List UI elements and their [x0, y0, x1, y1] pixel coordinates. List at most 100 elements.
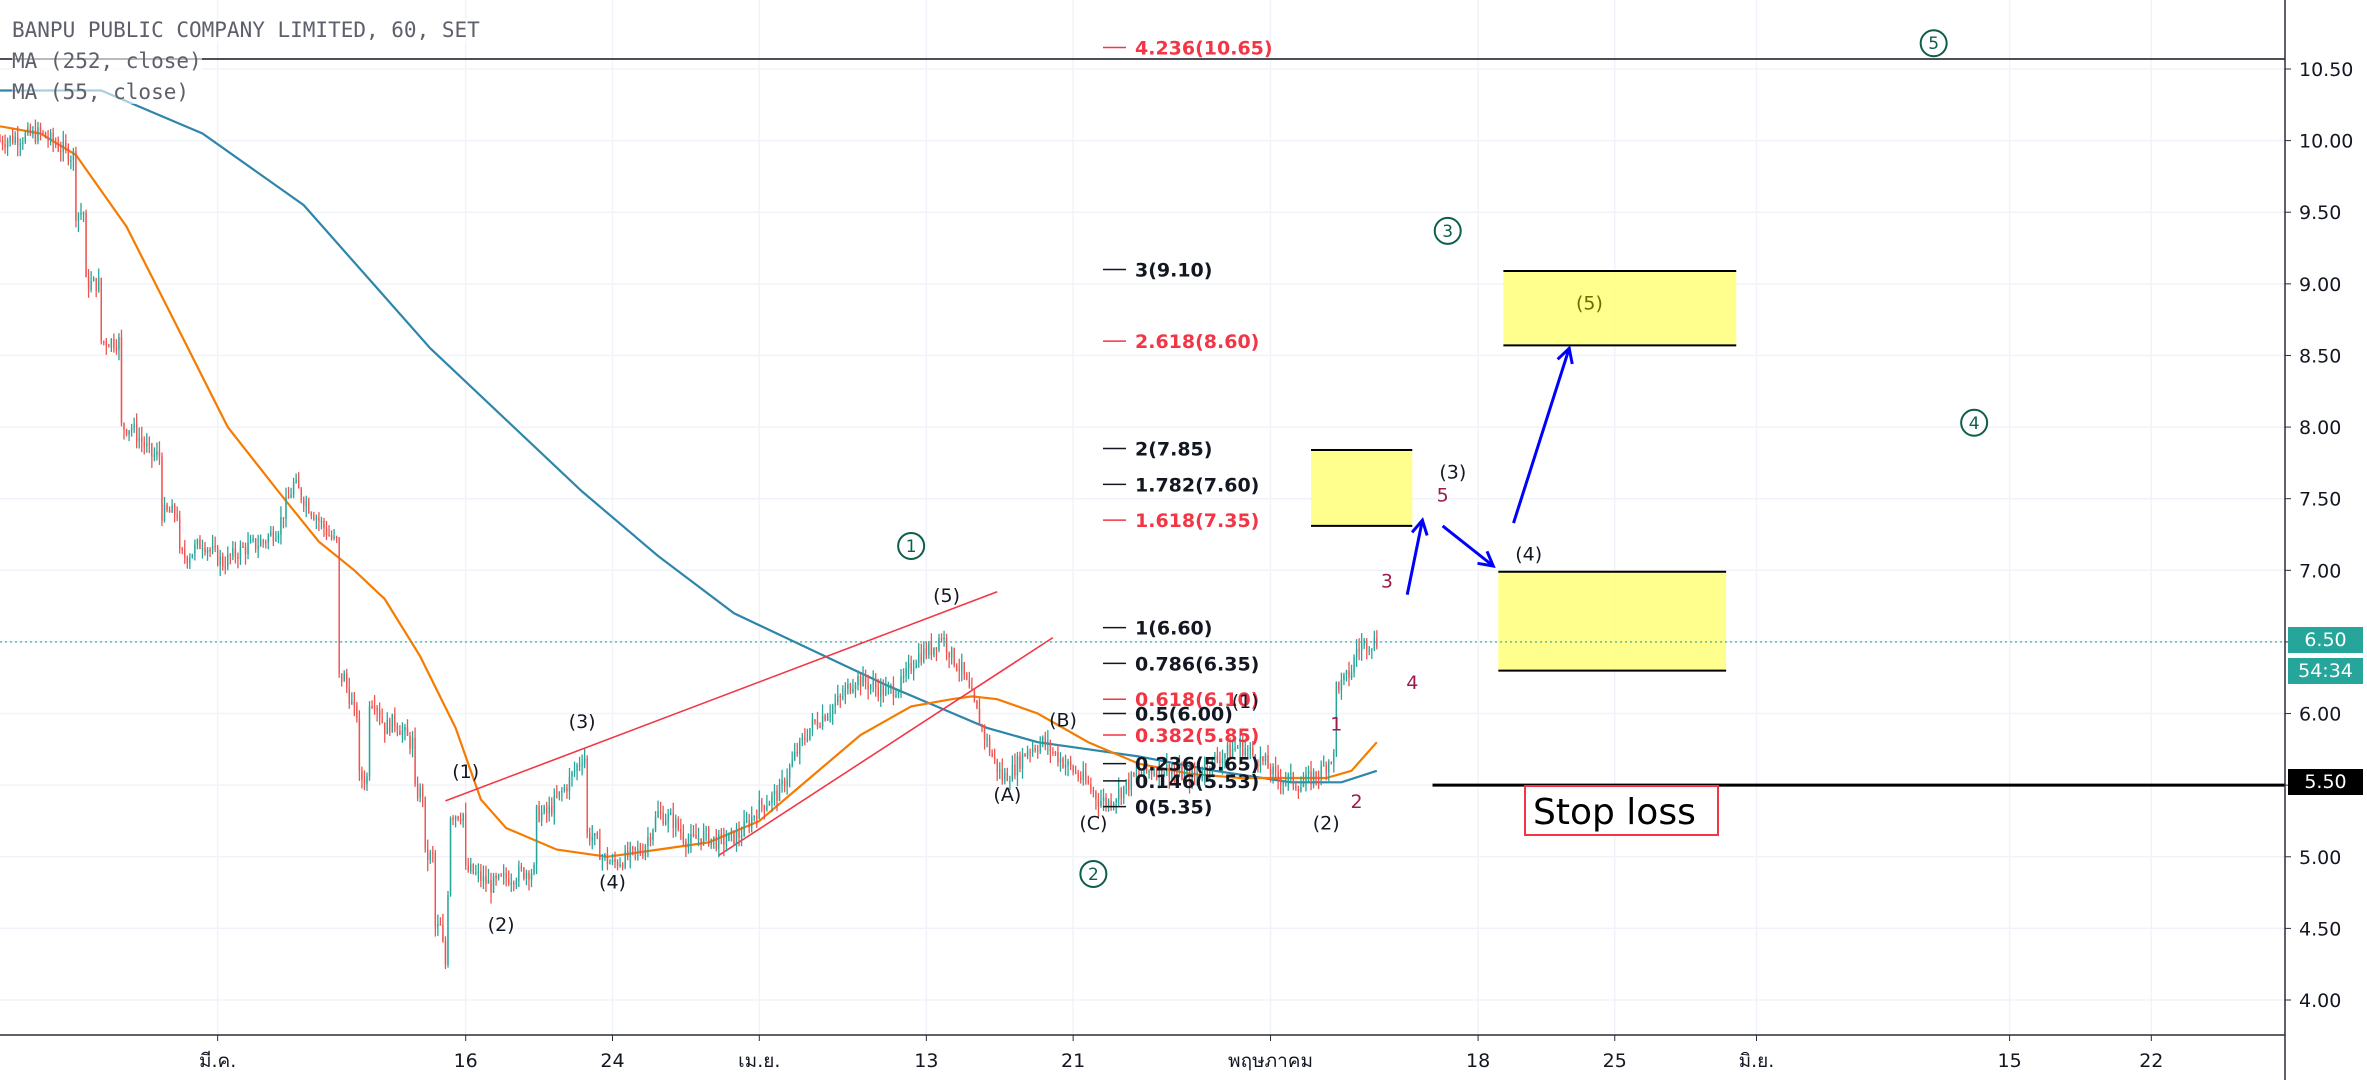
candle-body — [95, 278, 97, 292]
candle-body — [295, 480, 297, 483]
fib-level-label: 0.5(6.00) — [1135, 704, 1233, 726]
candle-body — [1317, 777, 1320, 780]
candle-body — [601, 857, 604, 860]
candle-body — [566, 787, 568, 792]
candle-body — [214, 545, 216, 548]
candle-body — [181, 548, 183, 551]
candle-body — [1140, 775, 1143, 777]
candle-body — [1373, 638, 1376, 649]
candle-body — [710, 838, 712, 846]
candle-body — [54, 142, 57, 146]
candle-body — [1069, 761, 1072, 766]
candle-body — [1031, 748, 1034, 753]
candle-body — [1285, 780, 1287, 782]
candle-body — [67, 147, 70, 162]
candle-body — [1026, 751, 1029, 757]
ma55-legend[interactable]: MA (55, close) — [12, 80, 190, 104]
candle-body — [533, 864, 535, 874]
candle-body — [900, 676, 902, 691]
candle-body — [1292, 772, 1295, 786]
candle-body — [508, 878, 510, 885]
price-axis-label: 7.50 — [2299, 489, 2341, 511]
stop-loss-box — [1524, 785, 1719, 836]
candle-body — [376, 707, 378, 711]
candle-body — [525, 872, 528, 879]
candle-body — [328, 535, 330, 537]
wave-label: (3) — [569, 711, 596, 733]
candle-body — [809, 728, 811, 739]
candle-body — [368, 706, 371, 777]
candle-body — [1328, 762, 1330, 773]
candle-body — [981, 725, 983, 727]
ma252-legend[interactable]: MA (252, close) — [12, 49, 202, 73]
candle-body — [938, 638, 940, 650]
projection-arrow-head — [1477, 550, 1496, 568]
candle-body — [19, 143, 21, 146]
candle-body — [1315, 771, 1317, 778]
candle-body — [943, 637, 945, 640]
candle-body — [224, 566, 226, 569]
price-axis-label: 9.00 — [2299, 274, 2341, 296]
candle-body — [244, 546, 247, 555]
candle-body — [1247, 749, 1249, 751]
candle-body — [647, 837, 649, 847]
candle-body — [1105, 797, 1107, 806]
wave-label: (5) — [933, 585, 960, 607]
candle-body — [540, 812, 543, 822]
candle-body — [330, 535, 333, 539]
fib-level-label: 0.786(6.35) — [1135, 653, 1259, 675]
candle-body — [267, 535, 269, 543]
candle-body — [1029, 751, 1031, 754]
candle-body — [1153, 773, 1155, 775]
candle-body — [1305, 774, 1307, 783]
candle-body — [1186, 769, 1188, 772]
candle-body — [272, 531, 275, 541]
candle-body — [690, 833, 692, 843]
candle-body — [424, 796, 426, 850]
candle-body — [558, 791, 561, 797]
candle-body — [449, 818, 452, 896]
candle-body — [786, 778, 788, 787]
candle-body — [47, 137, 49, 141]
candle-body — [135, 423, 138, 441]
candle-body — [763, 805, 766, 810]
candle-body — [988, 738, 991, 753]
candle-body — [1117, 788, 1120, 800]
candle-body — [265, 542, 267, 544]
candle-body — [1047, 741, 1049, 746]
chart-title[interactable]: BANPU PUBLIC COMPANY LIMITED, 60, SET — [12, 18, 480, 42]
circled-label-ring — [897, 531, 926, 560]
candle-body — [406, 727, 409, 736]
projection-arrow-shaft — [1512, 347, 1571, 524]
candle-body — [1057, 752, 1059, 763]
candle-body — [583, 758, 586, 764]
candle-body — [1074, 772, 1077, 774]
fib-level-label: 0.382(5.85) — [1135, 725, 1259, 747]
candle-body — [87, 277, 90, 290]
candle-body — [358, 718, 361, 772]
candle-body — [434, 853, 437, 928]
candle-body — [675, 818, 677, 828]
fib-level-label: 0(5.35) — [1135, 797, 1212, 819]
candle-body — [439, 924, 442, 926]
candle-body — [723, 834, 725, 845]
candle-body — [705, 828, 707, 831]
candle-body — [905, 668, 907, 676]
candle-body — [199, 539, 201, 549]
candle-body — [515, 881, 518, 885]
candle-body — [92, 278, 95, 282]
candle-body — [308, 501, 310, 513]
candle-body — [1343, 674, 1345, 680]
candle-body — [880, 684, 882, 697]
candle-body — [854, 684, 857, 690]
candle-body — [563, 787, 566, 791]
wave-label: (2) — [1313, 813, 1340, 835]
candle-body — [318, 518, 320, 521]
trend-line — [718, 636, 1054, 857]
candle-body — [1095, 791, 1097, 800]
candle-body — [222, 556, 224, 567]
candle-body — [184, 550, 186, 558]
candle-body — [290, 494, 292, 498]
candle-body — [335, 536, 338, 539]
